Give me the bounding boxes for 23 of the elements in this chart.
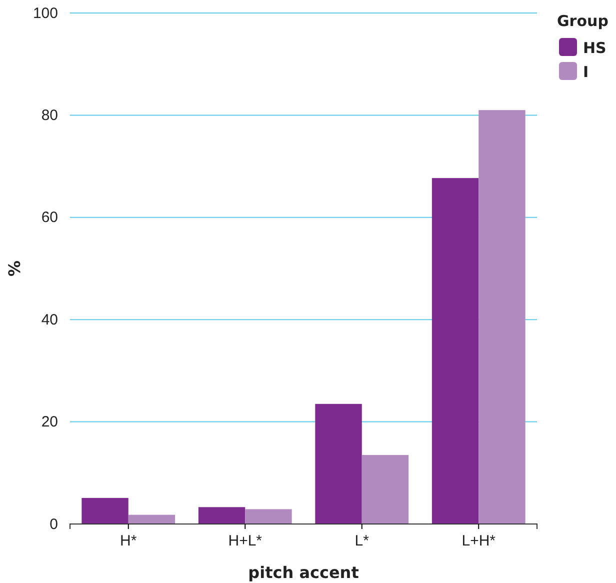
bar <box>245 509 292 524</box>
x-tick-label: H* <box>120 532 137 550</box>
legend-label: I <box>583 63 589 81</box>
legend-label: HS <box>583 39 606 57</box>
x-tick-label: L* <box>354 532 370 550</box>
x-tick-label: L+H* <box>462 532 496 550</box>
y-tick-label: 0 <box>50 516 58 533</box>
x-tick-label: H+L* <box>228 532 262 550</box>
bar <box>315 404 362 524</box>
legend-title: Group <box>557 12 609 30</box>
y-tick-label: 40 <box>41 311 58 328</box>
bar <box>362 455 409 524</box>
bar <box>82 498 128 524</box>
y-tick-label: 60 <box>41 209 58 226</box>
bar <box>198 507 246 524</box>
bar <box>478 110 526 524</box>
bar <box>128 514 176 524</box>
bar <box>432 178 479 524</box>
y-tick-label: 80 <box>41 107 58 124</box>
y-axis-title: % <box>5 260 24 277</box>
y-tick-label: 20 <box>41 414 58 431</box>
x-axis-title: pitch accent <box>248 563 360 582</box>
y-tick-label: 100 <box>32 4 58 22</box>
